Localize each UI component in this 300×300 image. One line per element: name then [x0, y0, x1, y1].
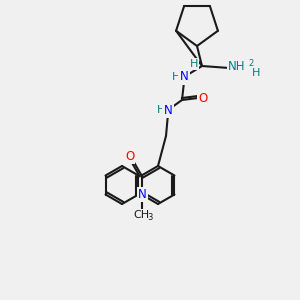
Text: H: H: [157, 105, 165, 115]
Text: O: O: [125, 150, 134, 163]
Text: H: H: [252, 68, 260, 78]
Text: NH: NH: [228, 59, 246, 73]
Text: H: H: [172, 72, 180, 82]
Text: N: N: [138, 188, 147, 201]
Text: N: N: [164, 103, 172, 116]
Text: 3: 3: [148, 213, 153, 222]
Text: 2: 2: [248, 58, 253, 68]
Text: H: H: [190, 59, 198, 69]
Text: O: O: [198, 92, 208, 104]
Text: N: N: [180, 70, 188, 83]
Text: CH: CH: [134, 211, 150, 220]
